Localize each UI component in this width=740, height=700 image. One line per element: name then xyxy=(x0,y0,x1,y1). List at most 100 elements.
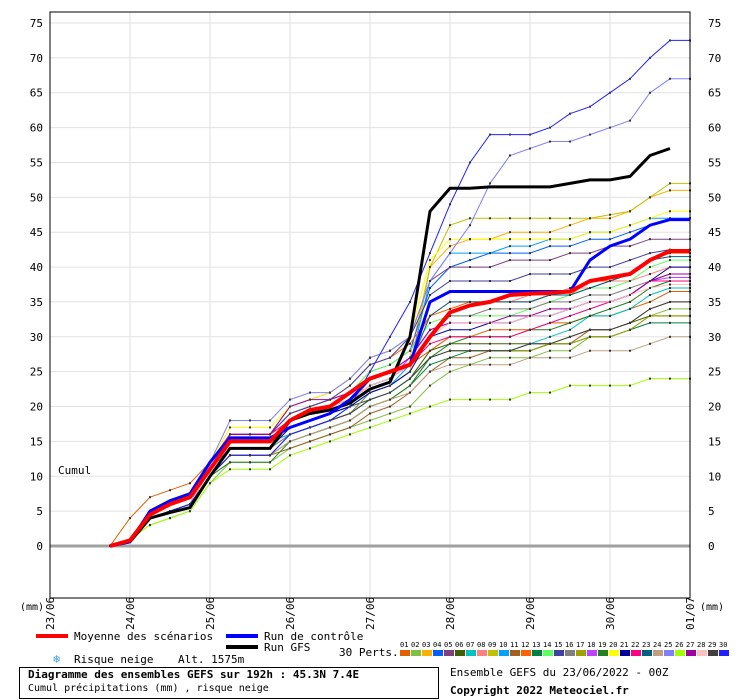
x-tick-label: 28/06 xyxy=(444,597,457,630)
member-point xyxy=(449,328,451,331)
member-point xyxy=(389,419,391,422)
member-point xyxy=(489,217,491,220)
member-point xyxy=(629,119,631,122)
member-point xyxy=(469,280,471,283)
pert-swatch xyxy=(521,650,531,656)
member-point xyxy=(229,454,231,457)
member-point xyxy=(469,321,471,324)
member-point xyxy=(569,273,571,276)
member-point xyxy=(449,252,451,255)
member-point xyxy=(549,293,551,296)
member-point xyxy=(569,356,571,359)
member-point xyxy=(669,283,671,286)
pert-swatch xyxy=(598,650,608,656)
y-tick-label-right: 60 xyxy=(708,122,721,135)
pert-swatch xyxy=(686,650,696,656)
member-point xyxy=(629,307,631,310)
member-point xyxy=(269,433,271,436)
member-point xyxy=(449,224,451,227)
pert-number: 23 xyxy=(642,641,650,649)
pert-number: 28 xyxy=(697,641,705,649)
member-point xyxy=(409,349,411,352)
member-point xyxy=(669,238,671,241)
member-point xyxy=(629,349,631,352)
member-point xyxy=(509,231,511,234)
member-point xyxy=(429,252,431,255)
y-tick-label-left: 60 xyxy=(30,122,43,135)
member-point xyxy=(249,433,251,436)
run-info: Ensemble GEFS du 23/06/2022 - 00Z xyxy=(450,666,669,679)
member-point xyxy=(489,363,491,366)
member-point xyxy=(369,426,371,429)
x-tick-label: 25/06 xyxy=(204,597,217,630)
member-point xyxy=(529,238,531,241)
member-point xyxy=(549,140,551,143)
member-point xyxy=(209,482,211,485)
member-point xyxy=(289,447,291,450)
member-series-26 xyxy=(109,378,690,547)
member-point xyxy=(649,252,651,255)
member-point xyxy=(669,259,671,262)
member-point xyxy=(509,328,511,331)
member-point xyxy=(649,314,651,317)
pert-number: 08 xyxy=(477,641,485,649)
pert-swatch xyxy=(444,650,454,656)
member-point xyxy=(549,273,551,276)
pert-swatch xyxy=(587,650,597,656)
member-point xyxy=(429,328,431,331)
y-axis-left: 0 5 10 15 20 25 30 35 40 45 50 55 60 65 70 75 xyxy=(30,17,43,553)
x-axis: 23/06 24/06 25/06 26/06 27/06 28/06 29/06 30/06… xyxy=(44,597,697,630)
member-point xyxy=(629,328,631,331)
member-point xyxy=(529,245,531,248)
member-point xyxy=(389,349,391,352)
member-point xyxy=(589,105,591,108)
member-point xyxy=(609,266,611,269)
member-point xyxy=(269,454,271,457)
member-point xyxy=(549,259,551,262)
member-point xyxy=(669,280,671,283)
member-point xyxy=(669,321,671,324)
member-point xyxy=(669,377,671,380)
member-point xyxy=(529,300,531,303)
y-tick-label-right: 40 xyxy=(708,261,721,274)
pert-swatch xyxy=(609,650,619,656)
member-point xyxy=(389,335,391,338)
member-point xyxy=(609,293,611,296)
member-point xyxy=(589,231,591,234)
member-point xyxy=(649,238,651,241)
member-point xyxy=(509,349,511,352)
x-tick-label: 23/06 xyxy=(44,597,57,630)
pert-swatch xyxy=(433,650,443,656)
footer-title: Diagramme des ensembles GEFS sur 192h : … xyxy=(28,668,360,681)
member-point xyxy=(609,384,611,387)
member-point xyxy=(549,245,551,248)
member-point xyxy=(189,510,191,513)
member-point xyxy=(449,349,451,352)
member-point xyxy=(449,314,451,317)
member-point xyxy=(409,370,411,373)
member-point xyxy=(449,363,451,366)
member-point xyxy=(409,377,411,380)
member-point xyxy=(449,300,451,303)
member-point xyxy=(649,266,651,269)
member-series-14 xyxy=(109,259,690,547)
member-point xyxy=(489,335,491,338)
y-tick-label-left: 0 xyxy=(36,540,43,553)
member-point xyxy=(529,252,531,255)
member-point xyxy=(569,328,571,331)
member-point xyxy=(389,356,391,359)
member-point xyxy=(449,238,451,241)
member-series-30 xyxy=(109,39,690,547)
member-point xyxy=(309,440,311,443)
member-point xyxy=(549,217,551,220)
member-point xyxy=(549,231,551,234)
pert-number: 06 xyxy=(455,641,463,649)
member-point xyxy=(389,384,391,387)
member-point xyxy=(369,412,371,415)
y-tick-label-right: 5 xyxy=(708,505,715,518)
member-point xyxy=(669,266,671,269)
member-point xyxy=(309,433,311,436)
member-point xyxy=(449,266,451,269)
x-tick-label: 24/06 xyxy=(124,597,137,630)
member-point xyxy=(429,280,431,283)
